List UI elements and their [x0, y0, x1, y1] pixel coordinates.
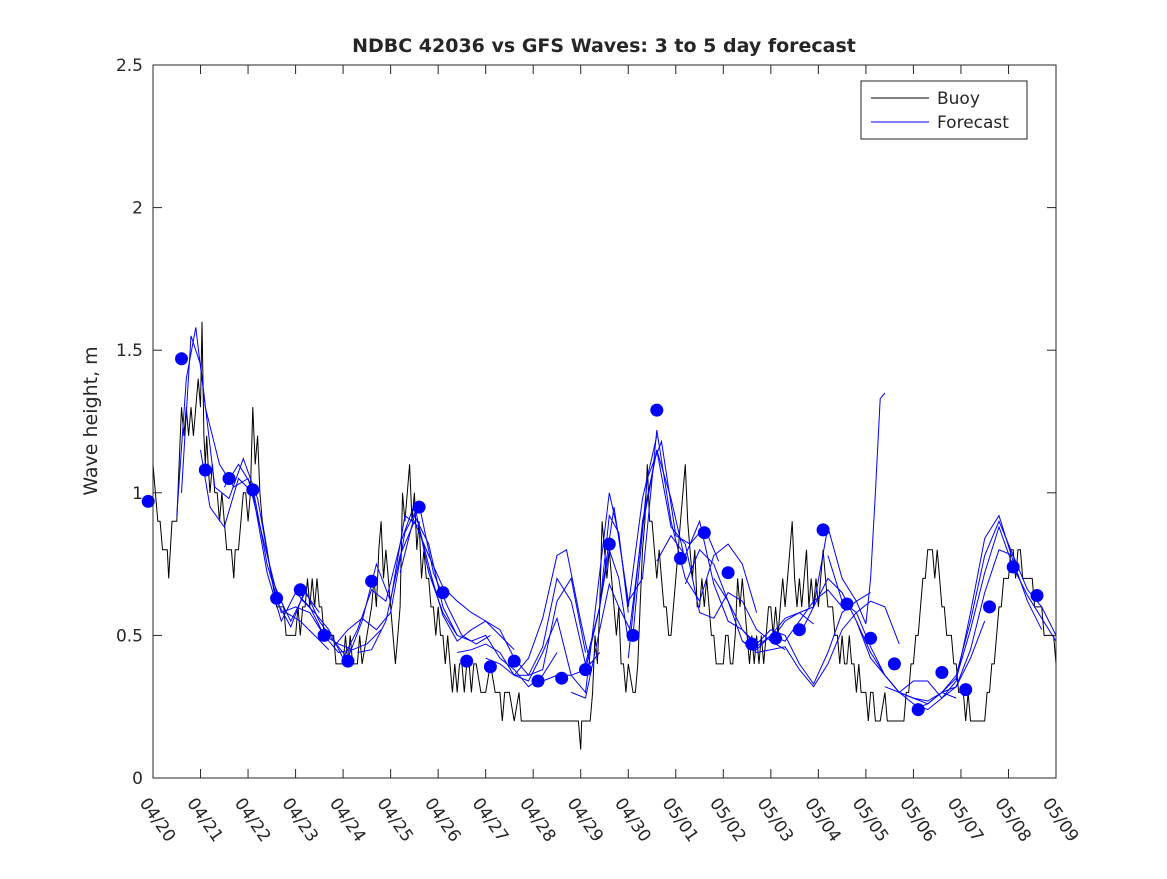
forecast-series-line-27 [913, 525, 1057, 711]
analysis-marker-35 [983, 600, 996, 614]
forecast-series-line-13 [514, 435, 658, 694]
analysis-marker-27 [792, 623, 806, 637]
forecast-series-line-6 [299, 502, 458, 660]
analysis-marker-36 [1006, 560, 1020, 574]
y-axis: 0 0.5 1 1.5 2 2.5 [116, 56, 1056, 789]
analysis-marker-29 [840, 597, 854, 611]
forecast-series-line-16 [599, 430, 758, 613]
analysis-marker-16 [531, 674, 545, 688]
analysis-marker-23 [697, 526, 711, 540]
analysis-marker-13 [460, 654, 474, 668]
analysis-marker-30 [864, 631, 878, 645]
analysis-marker-9 [341, 654, 355, 668]
analysis-marker-31 [887, 657, 901, 671]
forecast-series-line-21 [741, 600, 900, 688]
forecast-series-line-15 [571, 439, 720, 699]
forecast-series-line-4 [223, 463, 382, 654]
analysis-marker-25 [745, 637, 759, 651]
legend-forecast-label: Forecast [937, 113, 1009, 133]
analysis-marker-22 [674, 551, 687, 565]
analysis-marker-6 [270, 591, 284, 605]
analysis-marker-15 [507, 654, 521, 668]
forecast-series-line-17 [627, 449, 786, 659]
forecast-series-line-8 [357, 520, 515, 653]
forecast-series-line-20 [713, 578, 871, 685]
forecast-series-line-24 [827, 555, 986, 699]
analysis-marker-34 [959, 683, 973, 697]
forecast-series-line-5 [276, 514, 434, 660]
plot-frame [152, 64, 1057, 779]
analysis-marker-17 [555, 671, 569, 685]
forecast-series-line-22 [770, 392, 886, 642]
analysis-marker-19 [602, 537, 616, 551]
analysis-marker-20 [626, 628, 640, 642]
analysis-marker-24 [721, 566, 735, 580]
analysis-marker-3 [198, 463, 212, 477]
chart-title: NDBC 42036 vs GFS Waves: 3 to 5 day fore… [352, 35, 856, 57]
analysis-marker-8 [317, 628, 331, 642]
analysis-marker-26 [769, 631, 783, 645]
analysis-marker-4 [222, 472, 236, 485]
analysis-marker-18 [579, 663, 592, 677]
legend-box [860, 80, 1028, 140]
y-tick-label: 2.5 [116, 56, 143, 76]
analysis-marker-1 [141, 494, 155, 508]
buoy-series-line [152, 321, 1057, 750]
analysis-marker-11 [412, 500, 426, 514]
forecast-series-line-23 [798, 577, 957, 702]
y-tick-label: 0 [132, 769, 143, 789]
forecast-series-line-14 [542, 449, 686, 682]
y-axis-label: Wave height, m [80, 346, 102, 495]
y-tick-label: 0.5 [116, 626, 143, 646]
forecast-series-line-10 [428, 566, 586, 676]
analysis-marker-32 [911, 703, 925, 717]
analysis-marker-12 [436, 586, 450, 600]
forecast-series-line-2 [181, 335, 330, 651]
forecast-series-line-7 [333, 502, 491, 648]
analysis-marker-33 [935, 666, 949, 679]
analysis-marker-37 [1030, 589, 1044, 602]
legend-buoy-label: Buoy [937, 89, 980, 109]
analysis-marker-2 [175, 352, 188, 366]
legend: Buoy Forecast [860, 80, 1028, 140]
y-tick-label: 2 [132, 199, 143, 219]
y-tick-label: 1 [132, 484, 143, 504]
y-tick-label: 1.5 [116, 341, 143, 361]
analysis-marker-28 [816, 523, 830, 537]
plot-area [141, 321, 1057, 750]
forecast-series-line-12 [485, 513, 629, 676]
forecast-series-line-9 [399, 514, 558, 688]
analysis-marker-5 [246, 483, 260, 497]
analysis-marker-14 [483, 660, 497, 674]
forecast-series-line-19 [684, 548, 843, 651]
forecast-series-line-11 [457, 549, 601, 677]
analysis-marker-7 [293, 583, 307, 597]
analysis-marker-10 [365, 574, 379, 588]
analysis-marker-21 [650, 403, 664, 417]
forecast-series-line-18 [656, 519, 814, 648]
